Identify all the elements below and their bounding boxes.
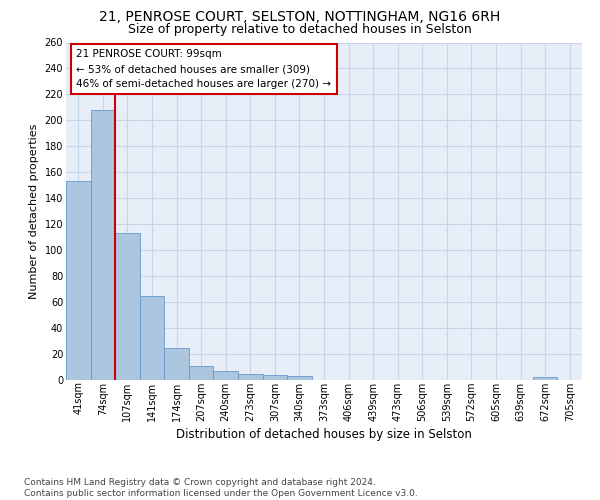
Bar xyxy=(164,348,189,380)
Text: Contains HM Land Registry data © Crown copyright and database right 2024.
Contai: Contains HM Land Registry data © Crown c… xyxy=(24,478,418,498)
Bar xyxy=(238,374,263,380)
Bar xyxy=(287,376,312,380)
Text: 21, PENROSE COURT, SELSTON, NOTTINGHAM, NG16 6RH: 21, PENROSE COURT, SELSTON, NOTTINGHAM, … xyxy=(100,10,500,24)
Text: Size of property relative to detached houses in Selston: Size of property relative to detached ho… xyxy=(128,22,472,36)
X-axis label: Distribution of detached houses by size in Selston: Distribution of detached houses by size … xyxy=(176,428,472,441)
Text: 21 PENROSE COURT: 99sqm
← 53% of detached houses are smaller (309)
46% of semi-d: 21 PENROSE COURT: 99sqm ← 53% of detache… xyxy=(76,50,331,89)
Bar xyxy=(189,366,214,380)
Bar xyxy=(263,375,287,380)
Bar xyxy=(533,378,557,380)
Bar xyxy=(140,296,164,380)
Bar xyxy=(66,182,91,380)
Bar xyxy=(91,110,115,380)
Bar xyxy=(115,234,140,380)
Bar xyxy=(214,371,238,380)
Y-axis label: Number of detached properties: Number of detached properties xyxy=(29,124,39,299)
